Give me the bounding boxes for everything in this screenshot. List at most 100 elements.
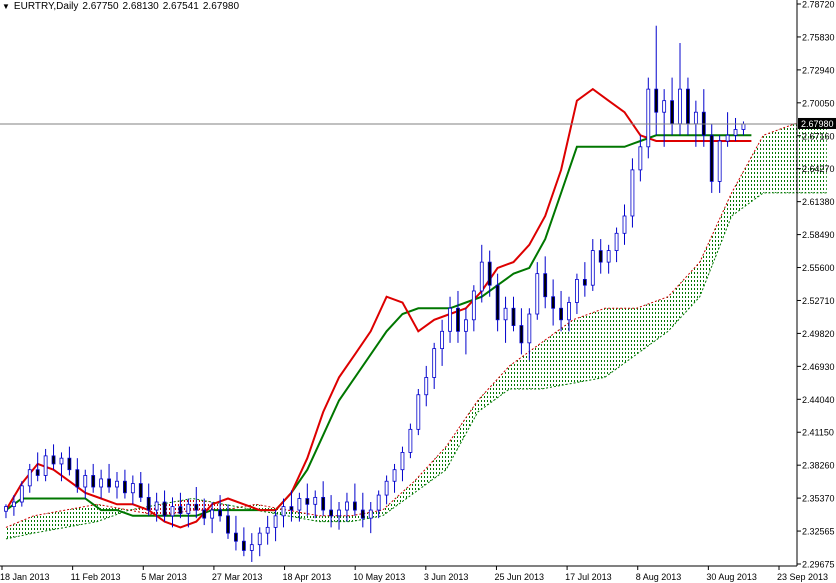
candle-body [329, 509, 333, 517]
header-low: 2.67541 [162, 0, 199, 12]
cloud-segment [192, 498, 225, 511]
x-tick-label: 18 Jan 2013 [0, 572, 50, 582]
candle-body [408, 428, 413, 453]
candle-body [622, 215, 627, 234]
candle-body [59, 457, 64, 465]
candle-body [487, 261, 492, 286]
x-tick-label: 5 Mar 2013 [141, 572, 187, 582]
x-tick-label: 17 Jul 2013 [565, 572, 612, 582]
cloud-segment [477, 365, 510, 413]
candle-body [575, 279, 579, 303]
candle-body [178, 506, 183, 514]
symbol-label: EURTRY,Daily [13, 0, 79, 12]
candle-body [91, 475, 96, 488]
candle-body [170, 506, 175, 517]
candlesticks [4, 25, 746, 562]
candle-body [352, 501, 357, 511]
candle-body [464, 319, 468, 332]
candle-body [725, 134, 730, 142]
current-price-box [798, 117, 836, 129]
y-tick-label: 2.61380 [802, 197, 835, 207]
candle-body [11, 501, 16, 508]
candle-body [226, 515, 230, 534]
cloud-segment [97, 504, 129, 522]
dropdown-triangle-icon[interactable]: ▼ [2, 1, 10, 11]
candle-body [107, 478, 111, 488]
candle-body [115, 480, 119, 488]
y-tick-label: 2.67160 [802, 131, 835, 141]
candle-body [313, 496, 318, 505]
y-tick-label: 2.35370 [802, 494, 835, 504]
cloud-segment [350, 510, 383, 522]
y-tick-label: 2.72940 [802, 65, 835, 75]
candle-body [416, 394, 421, 430]
candle-body [297, 498, 302, 511]
candle-body [35, 469, 40, 476]
ichimoku-cloud [5, 123, 827, 540]
y-tick-label: 2.64270 [802, 164, 835, 174]
candle-body [527, 313, 532, 344]
cloud-segment [509, 342, 542, 389]
cloud-segment [65, 504, 98, 528]
candle-body [686, 88, 690, 125]
candle-body [360, 509, 365, 519]
candle-body [693, 111, 698, 125]
candle-body [146, 496, 151, 511]
y-tick-label: 2.55600 [802, 263, 835, 273]
candle-body [99, 478, 104, 488]
cloud-segment [224, 504, 256, 511]
candle-body [257, 532, 262, 546]
x-tick-label: 8 Aug 2013 [636, 572, 682, 582]
candle-body [567, 302, 571, 321]
x-tick-label: 25 Jun 2013 [494, 572, 544, 582]
cloud-segment [731, 135, 764, 216]
candle-body [535, 273, 540, 315]
y-tick-label: 2.52710 [802, 296, 835, 306]
senkou-span-b [5, 192, 827, 540]
y-tick-label: 2.29675 [802, 560, 835, 570]
candle-body [392, 469, 397, 482]
x-tick-label: 30 Aug 2013 [706, 572, 757, 582]
cloud-segment [160, 498, 193, 516]
candle-body [511, 307, 516, 326]
y-tick-label: 2.38260 [802, 461, 835, 471]
header-close: 2.67980 [202, 0, 240, 12]
candle-body [67, 457, 72, 471]
candle-body [662, 100, 667, 113]
candle-body [448, 307, 452, 332]
candle-body [471, 290, 476, 321]
y-tick-label: 2.70050 [802, 98, 835, 108]
senkou-span-a [5, 123, 827, 528]
cloud-segment [33, 510, 66, 534]
x-tick-label: 27 Mar 2013 [212, 572, 263, 582]
y-tick-label: 2.32565 [802, 527, 835, 537]
candle-body [4, 506, 8, 512]
candle-body [337, 509, 341, 517]
candle-body [456, 307, 460, 332]
cloud-segment [668, 262, 700, 332]
candle-body [424, 377, 429, 396]
candle-body [51, 455, 56, 465]
chart-header: ▼ EURTRY,Daily 2.67750 2.68130 2.67541 2… [2, 0, 239, 12]
candle-body [154, 501, 159, 511]
y-tick-label: 2.78720 [802, 0, 835, 10]
candle-body [646, 88, 651, 148]
cloud-segment [287, 510, 320, 522]
y-tick-label: 2.49820 [802, 329, 835, 339]
candle-body [305, 498, 310, 505]
header-open: 2.67750 [82, 0, 119, 12]
x-tick-label: 11 Feb 2013 [71, 572, 121, 582]
candle-body [598, 250, 603, 263]
candle-body [234, 532, 238, 542]
candle-body [551, 296, 556, 309]
cloud-segment [5, 515, 34, 539]
candle-body [345, 501, 349, 511]
candle-body [384, 480, 389, 496]
cloud-segment [604, 308, 637, 378]
cloud-segment [636, 296, 669, 355]
candle-body [218, 509, 222, 517]
indicator-lines [5, 87, 752, 529]
candle-body [202, 509, 207, 519]
candle-body [400, 452, 405, 471]
